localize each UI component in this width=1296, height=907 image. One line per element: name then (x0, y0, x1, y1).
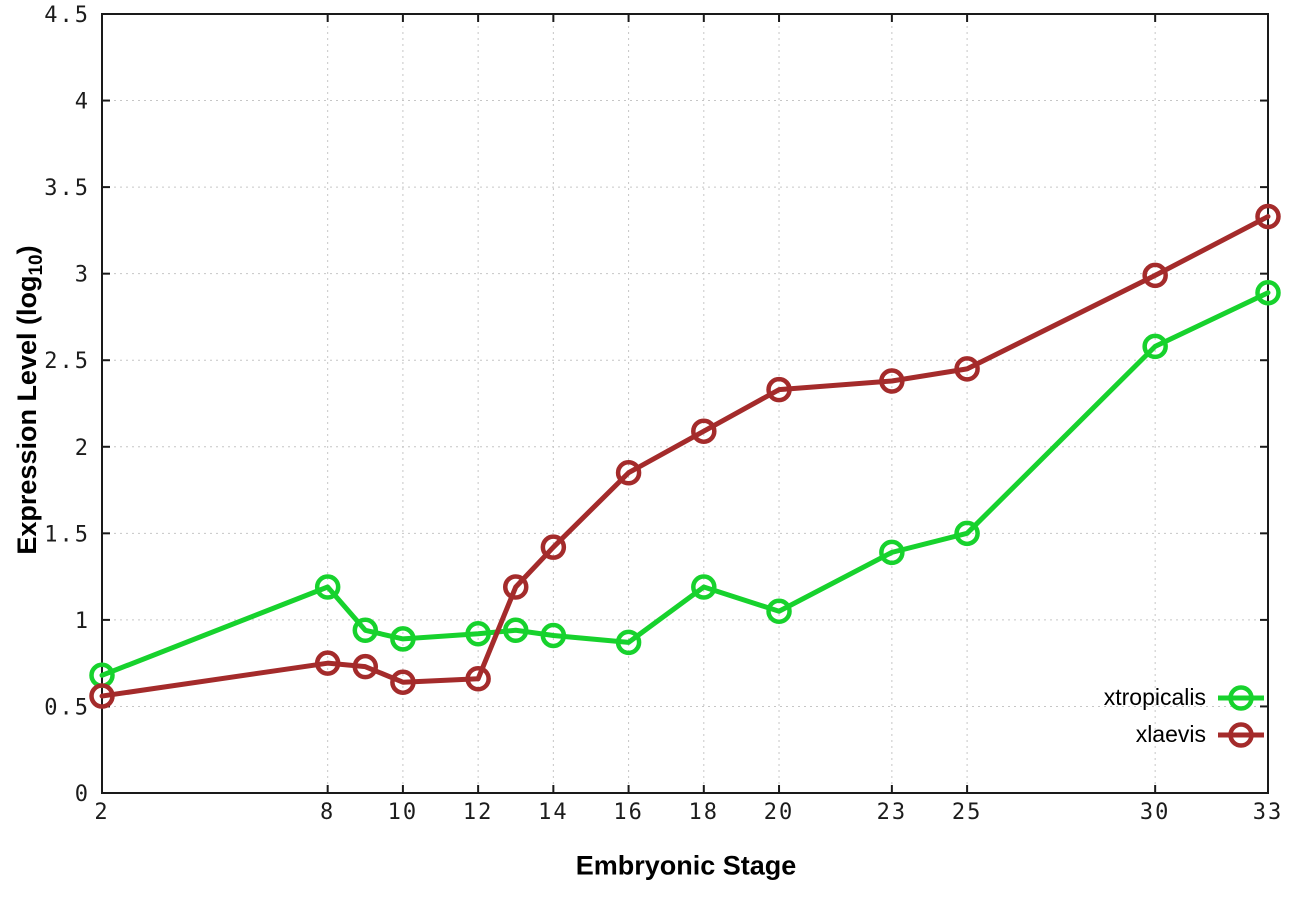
y-tick-label: 2.5 (44, 349, 90, 374)
x-axis-title: Embryonic Stage (575, 850, 797, 881)
x-tick-label: 25 (952, 800, 983, 825)
legend: xtropicalis xlaevis (1104, 679, 1266, 753)
legend-item-xlaevis: xlaevis (1136, 716, 1266, 753)
marker-xlaevis (352, 653, 379, 680)
x-tick-label: 30 (1140, 800, 1171, 825)
marker-xtropicalis (314, 574, 341, 600)
x-tick-label: 12 (463, 800, 494, 825)
marker-xlaevis (1142, 262, 1168, 289)
x-tick-label: 8 (320, 800, 335, 825)
y-tick-label: 4 (75, 90, 90, 115)
x-tick-label: 10 (388, 800, 419, 825)
series-line-xtropicalis (99, 290, 1271, 678)
marker-xtropicalis (766, 598, 792, 624)
legend-marker-xtropicalis-icon (1218, 684, 1264, 711)
marker-xlaevis (314, 650, 341, 676)
legend-marker-xlaevis-icon (1218, 721, 1264, 748)
plot-border (101, 13, 1269, 794)
y-tick-label: 0 (75, 782, 90, 807)
marker-xlaevis (390, 669, 416, 695)
x-tick-label: 2 (94, 800, 109, 825)
y-tick-label: 3.5 (44, 176, 90, 201)
marker-xlaevis (879, 368, 905, 394)
marker-xlaevis (691, 418, 717, 444)
y-tick-label: 4.5 (44, 3, 90, 28)
legend-label: xlaevis (1135, 721, 1206, 747)
marker-xlaevis (615, 459, 642, 486)
marker-xlaevis (89, 683, 115, 709)
y-axis-title-subscript: 10 (26, 254, 48, 276)
legend-item-xtropicalis: xtropicalis (1104, 679, 1266, 716)
marker-xtropicalis (540, 622, 567, 649)
x-tick-label: 23 (877, 800, 908, 825)
y-tick-label: 2 (75, 436, 90, 461)
marker-xtropicalis (352, 617, 379, 644)
y-tick-label: 1.5 (44, 522, 90, 547)
marker-xtropicalis (390, 626, 416, 652)
x-tick-label: 33 (1253, 800, 1284, 825)
marker-xtropicalis (615, 629, 642, 656)
marker-xlaevis (954, 356, 980, 382)
marker-xtropicalis (1255, 279, 1281, 306)
y-tick-label: 0.5 (44, 695, 90, 720)
marker-xtropicalis (691, 574, 717, 600)
series-line-xlaevis (99, 214, 1271, 699)
y-axis-title: Expression Level (log10) (12, 245, 48, 554)
marker-xtropicalis (465, 620, 491, 647)
x-tick-label: 16 (613, 800, 644, 825)
y-axis-title-text: Expression Level (log (11, 275, 42, 555)
x-tick-label: 18 (689, 800, 720, 825)
x-tick-label: 14 (538, 800, 569, 825)
legend-label: xtropicalis (1103, 684, 1206, 710)
y-tick-label: 3 (75, 263, 90, 288)
marker-xlaevis (502, 574, 529, 600)
y-tick-label: 1 (75, 609, 90, 634)
y-axis-title-close: ) (11, 245, 42, 255)
marker-xtropicalis (879, 539, 905, 566)
marker-xtropicalis (954, 520, 980, 547)
marker-xlaevis (1255, 203, 1281, 230)
x-tick-label: 20 (764, 800, 795, 825)
marker-xtropicalis (502, 617, 529, 644)
marker-xlaevis (540, 534, 567, 560)
marker-xlaevis (465, 665, 491, 692)
marker-xtropicalis (1142, 333, 1168, 360)
marker-xlaevis (766, 376, 792, 403)
